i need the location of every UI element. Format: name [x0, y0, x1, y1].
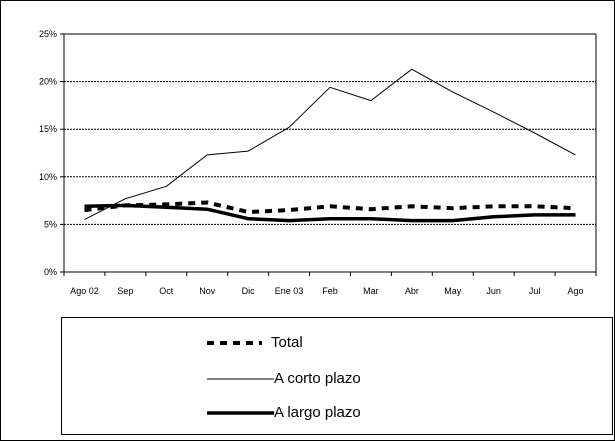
legend-swatch-total: [207, 341, 262, 345]
legend-label-long-term: A largo plazo: [274, 404, 361, 421]
y-tick-label: 15%: [39, 124, 57, 134]
x-tick-label: Nov: [199, 286, 216, 296]
series-line-total: [84, 200, 576, 214]
x-tick-label: Dic: [242, 286, 255, 296]
legend-entry-long-term: A largo plazo: [62, 401, 612, 425]
y-tick-label: 25%: [39, 29, 57, 39]
legend-swatch-short-term: [207, 378, 274, 380]
y-tick-label: 10%: [39, 172, 57, 182]
gridlines: [64, 81, 596, 225]
legend-entry-total: Total: [62, 331, 612, 355]
y-tick-label: 5%: [44, 219, 57, 229]
x-tick-label: Ago 02: [70, 286, 99, 296]
y-tick-label: 20%: [39, 77, 57, 87]
series-lines: [84, 68, 576, 223]
tick-labels: 0% 5% 10% 15% 20% 25% Ago 02 Sep Oct Nov Dic Ene 03…: [39, 29, 584, 296]
x-tick-label: Mar: [363, 286, 379, 296]
x-tick-label: Jul: [529, 286, 541, 296]
legend-label-total: Total: [271, 334, 303, 351]
legend-swatch-long-term: [207, 411, 274, 415]
series-line-a-corto-plazo: [84, 68, 576, 221]
x-tick-label: Ene 03: [275, 286, 304, 296]
x-tick-label: Sep: [117, 286, 133, 296]
x-tick-label: Ago: [568, 286, 584, 296]
x-tick-label: Feb: [322, 286, 338, 296]
axes: [60, 33, 597, 276]
x-tick-label: May: [444, 286, 462, 296]
x-tick-label: Abr: [405, 286, 419, 296]
legend-label-short-term: A corto plazo: [274, 370, 361, 387]
legend: Total A corto plazo A largo plazo: [61, 317, 613, 435]
y-tick-label: 0%: [44, 267, 57, 277]
x-tick-label: Oct: [159, 286, 174, 296]
legend-entry-short-term: A corto plazo: [62, 367, 612, 391]
x-tick-label: Jun: [486, 286, 501, 296]
series-line-a-largo-plazo: [84, 203, 576, 223]
